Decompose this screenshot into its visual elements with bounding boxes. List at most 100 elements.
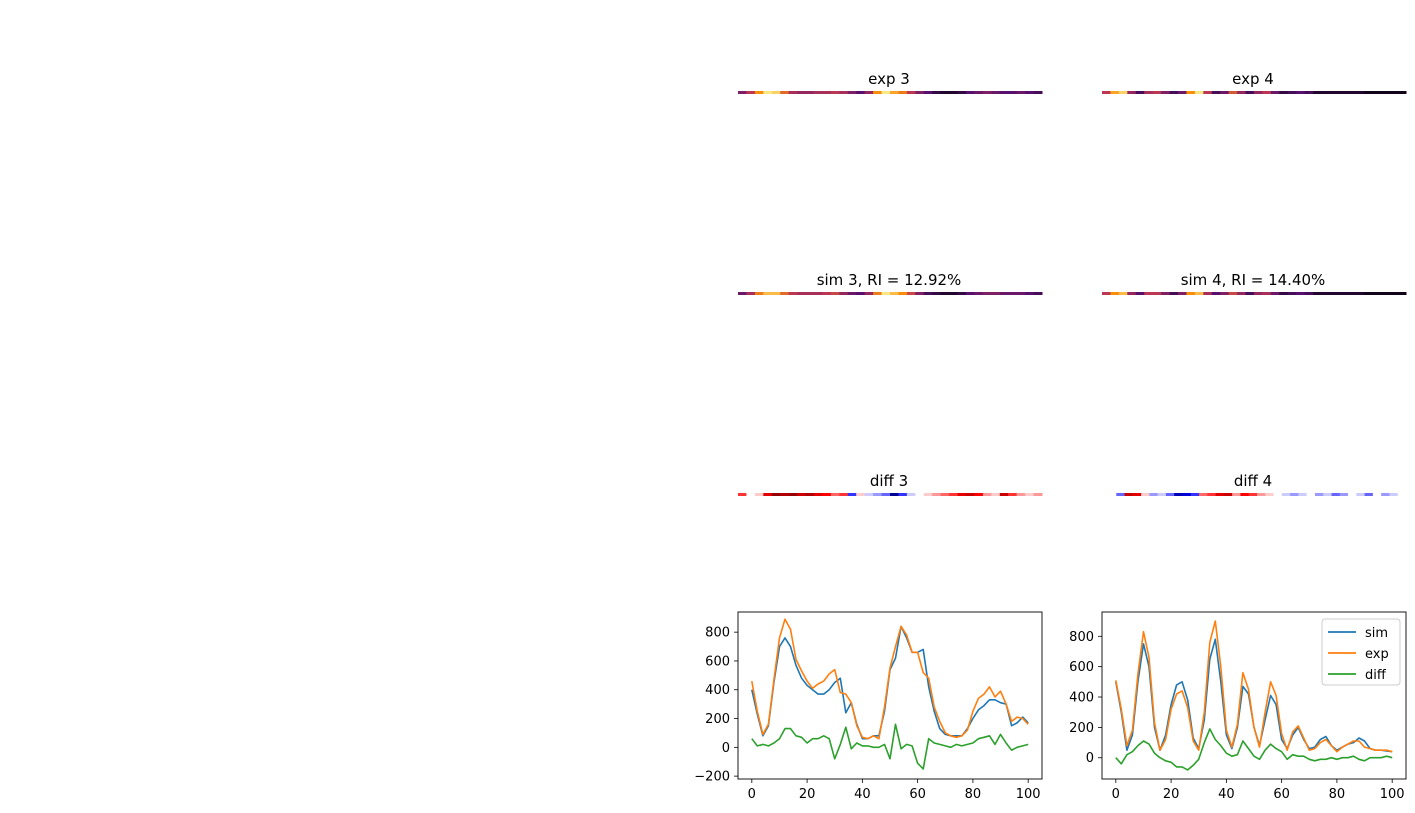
heatmap-cell: [1363, 91, 1373, 94]
heatmap-cell: [1102, 292, 1111, 295]
heatmap-cell: [1135, 91, 1145, 94]
heatmap-cell: [830, 493, 840, 496]
y-tick-label: 200: [705, 712, 730, 727]
heatmap-cell: [991, 292, 1001, 295]
heatmap-cell: [830, 292, 840, 295]
heatmap-cell: [1141, 493, 1150, 496]
heatmap-cell: [788, 493, 798, 496]
heatmap-cell: [822, 292, 832, 295]
heatmap-cell: [1008, 493, 1018, 496]
heatmap-cell: [1346, 292, 1356, 295]
heatmap-cell: [1169, 292, 1179, 295]
heatmap-cell: [856, 493, 866, 496]
heatmap-cell: [1380, 91, 1390, 94]
heatmap-cell: [814, 292, 823, 295]
heatmap-cell: [1220, 292, 1230, 295]
heatmap-cell: [1313, 91, 1323, 94]
heatmap-cell: [1118, 292, 1128, 295]
heatmap-cell: [1124, 493, 1134, 496]
heatmap-cell: [864, 493, 874, 496]
plot-frame: [1101, 611, 1407, 780]
heatmap-strip-sim4: [1102, 292, 1407, 295]
heatmap-cell: [1330, 292, 1339, 295]
heatmap-cell: [1356, 493, 1366, 496]
y-tick-label: 800: [1069, 630, 1094, 645]
line-plot-4: 0 20 40 60 80 100 0 200 400 600 800 sim exp diff: [1069, 611, 1407, 802]
heatmap-title-exp4: exp 4: [1232, 70, 1274, 88]
heatmap-title-diff4: diff 4: [1234, 472, 1272, 490]
heatmap-cell: [1016, 493, 1026, 496]
heatmap-cell: [1245, 292, 1255, 295]
x-tick-label: 80: [1329, 787, 1346, 802]
legend-label-diff: diff: [1365, 668, 1387, 683]
heatmap-cell: [982, 91, 992, 94]
x-tick-label: 100: [1016, 787, 1041, 802]
heatmap-cell: [847, 292, 857, 295]
heatmap-cell: [1228, 292, 1238, 295]
heatmap-cell: [1161, 292, 1171, 295]
heatmap-cell: [932, 493, 942, 496]
heatmap-cell: [1296, 91, 1306, 94]
heatmap-cell: [780, 493, 790, 496]
heatmap-cell: [1330, 91, 1339, 94]
heatmap-cell: [1132, 493, 1142, 496]
heatmap-cell: [1102, 91, 1111, 94]
heatmap-cell: [839, 91, 849, 94]
heatmap-cell: [1287, 91, 1297, 94]
x-tick-label: 20: [1163, 787, 1180, 802]
heatmap-cell: [1237, 292, 1247, 295]
heatmap-cell: [856, 91, 866, 94]
heatmap-cell: [1273, 493, 1283, 496]
legend-box: [1321, 618, 1401, 686]
heatmap-cell: [1372, 493, 1382, 496]
heatmap-cell: [738, 292, 747, 295]
heatmap-cell: [805, 292, 815, 295]
heatmap-cell: [839, 292, 849, 295]
heatmap-cell: [780, 91, 790, 94]
heatmap-cell: [1248, 493, 1258, 496]
heatmap-cell: [991, 493, 1001, 496]
heatmap-cell: [771, 493, 781, 496]
heatmap-cell: [940, 91, 950, 94]
heatmap-cell: [1323, 493, 1332, 496]
heatmap-cell: [1245, 91, 1255, 94]
y-tick-label: 0: [722, 741, 730, 756]
heatmap-cell: [1257, 493, 1266, 496]
heatmap-cell: [940, 493, 950, 496]
heatmap-cell: [1008, 91, 1018, 94]
heatmap-cell: [847, 493, 857, 496]
heatmap-cell: [1232, 493, 1241, 496]
heatmap-cell: [1186, 292, 1196, 295]
heatmap-cell: [906, 493, 916, 496]
y-tick-label: 600: [1069, 660, 1094, 675]
heatmap-cell: [890, 493, 899, 496]
heatmap-cell: [1178, 91, 1187, 94]
legend-label-sim: sim: [1365, 626, 1388, 641]
heatmap-cell: [974, 493, 984, 496]
legend-label-exp: exp: [1365, 647, 1389, 662]
heatmap-cell: [982, 493, 992, 496]
heatmap-cell: [1270, 292, 1280, 295]
heatmap-cell: [1364, 493, 1374, 496]
heatmap-cell: [1207, 493, 1217, 496]
heatmap-cell: [1110, 91, 1120, 94]
heatmap-strip-diff3: [738, 493, 1043, 496]
heatmap-cell: [1194, 91, 1204, 94]
heatmap-cell: [999, 493, 1009, 496]
heatmap-cell: [1211, 292, 1221, 295]
heatmap-cell: [1290, 493, 1299, 496]
heatmap-cell: [1033, 292, 1043, 295]
heatmap-cell: [805, 493, 815, 496]
series-line-diff: [751, 723, 1029, 770]
heatmap-cell: [1265, 493, 1275, 496]
heatmap-cell: [940, 292, 950, 295]
heatmap-cell: [839, 493, 849, 496]
heatmap-cell: [771, 292, 781, 295]
heatmap-cell: [966, 91, 975, 94]
heatmap-cell: [1178, 292, 1187, 295]
heatmap-cell: [754, 292, 764, 295]
heatmap-cell: [805, 91, 815, 94]
heatmap-title-sim4: sim 4, RI = 14.40%: [1181, 271, 1326, 289]
heatmap-cell: [949, 493, 959, 496]
